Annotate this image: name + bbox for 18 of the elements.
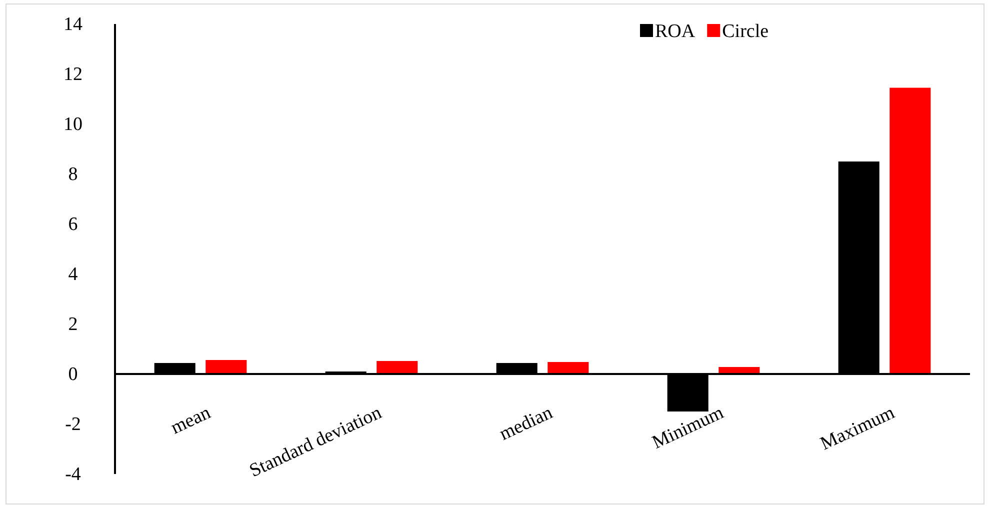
y-tick-label: -2 [65, 414, 81, 436]
y-tick-label: -4 [65, 464, 82, 486]
bar [376, 361, 418, 374]
legend-label: Circle [722, 21, 769, 42]
y-tick-label: 0 [68, 364, 78, 386]
bar [890, 88, 931, 374]
y-tick-label: 10 [64, 114, 82, 136]
y-tick-label: 4 [68, 264, 78, 286]
x-tick-label: mean [168, 402, 214, 439]
bar [548, 362, 589, 374]
y-tick-label: 8 [68, 164, 78, 186]
y-tick-label: 2 [68, 314, 78, 336]
y-tick-label: 14 [64, 14, 83, 36]
bar [206, 360, 247, 374]
legend-label: ROA [655, 21, 696, 42]
x-tick-label: median [496, 402, 556, 445]
y-tick-label: 12 [64, 64, 82, 86]
y-tick-label: 6 [68, 214, 78, 236]
